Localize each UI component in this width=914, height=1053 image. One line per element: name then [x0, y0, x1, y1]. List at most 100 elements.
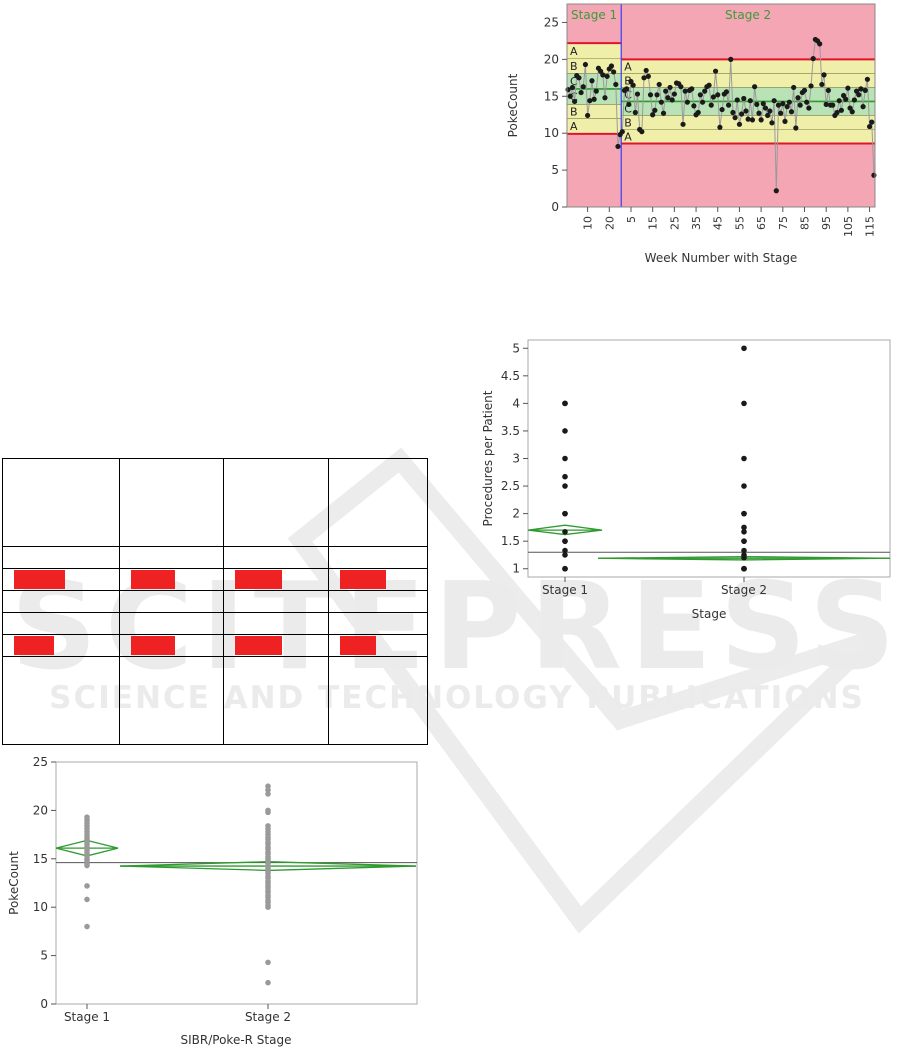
data-point: [719, 106, 725, 113]
table-row: [2, 546, 428, 569]
data-point: [797, 102, 803, 108]
data-point: [562, 538, 568, 544]
table-cell: [118, 458, 225, 547]
data-point: [788, 109, 795, 115]
data-point: [611, 69, 617, 75]
data-point: [864, 76, 871, 82]
y-tick-label: 3: [512, 452, 520, 466]
data-point: [84, 896, 90, 903]
table-cell: [328, 546, 428, 569]
data-point: [843, 96, 849, 102]
data-point: [856, 92, 862, 98]
data-point: [660, 110, 667, 116]
data-point: [741, 455, 747, 462]
x-tick-label: Stage 2: [721, 583, 767, 597]
y-tick-label: 10: [33, 900, 48, 914]
data-point: [684, 99, 690, 105]
data-point: [663, 88, 669, 94]
table-cell: [223, 568, 330, 591]
table-row: [2, 568, 428, 591]
data-point: [265, 783, 271, 789]
data-point: [756, 110, 762, 116]
table-cell: [328, 568, 428, 591]
table-cell: [2, 568, 120, 591]
data-point: [830, 102, 836, 108]
y-tick-label: 2: [512, 507, 520, 521]
x-tick-label: Stage 1: [64, 1010, 110, 1024]
x-tick-label: 15: [647, 216, 660, 230]
data-point: [784, 104, 790, 110]
data-point: [767, 108, 773, 114]
data-point: [825, 87, 831, 93]
data-point: [823, 101, 829, 107]
data-point: [780, 101, 786, 107]
data-point: [849, 109, 855, 115]
data-point: [858, 86, 864, 92]
data-point: [671, 91, 677, 97]
data-point: [808, 83, 814, 89]
y-tick-label: 2.5: [501, 479, 520, 493]
table-cell: [2, 590, 120, 613]
y-tick-label: 20: [544, 52, 559, 66]
data-table: [2, 458, 428, 745]
data-point: [665, 95, 671, 101]
table-cell: [223, 656, 330, 745]
data-point: [589, 78, 595, 84]
data-point: [604, 73, 610, 79]
y-axis-label: PokeCount: [7, 851, 21, 915]
zone-label: A: [624, 60, 632, 73]
data-point: [265, 809, 271, 816]
data-point: [741, 483, 747, 489]
table-row: [2, 634, 428, 657]
x-tick-label: 115: [864, 216, 877, 237]
x-tick-label: 45: [712, 216, 725, 230]
data-point: [819, 81, 825, 88]
x-tick-label: 10: [582, 216, 595, 230]
data-point: [871, 172, 877, 178]
data-point: [743, 108, 749, 114]
data-point: [630, 82, 636, 88]
data-point: [771, 98, 777, 104]
zone-label: B: [624, 74, 632, 87]
data-point: [619, 129, 625, 135]
table-row: [2, 656, 428, 745]
data-point: [810, 56, 816, 62]
data-point: [580, 84, 586, 90]
data-point: [782, 118, 788, 124]
data-point: [571, 98, 578, 105]
data-point: [728, 56, 734, 62]
y-tick-label: 5: [512, 341, 520, 355]
y-tick-label: 1.5: [501, 534, 520, 548]
data-point: [730, 109, 736, 116]
data-point: [587, 98, 593, 104]
y-tick-label: 0: [551, 200, 559, 214]
y-tick-label: 5: [551, 163, 559, 177]
table-cell: [328, 656, 428, 745]
x-tick-label: Stage 2: [245, 1010, 291, 1024]
y-tick-label: 25: [544, 15, 559, 29]
x-tick-label: Stage 1: [542, 583, 588, 597]
data-point: [578, 89, 584, 96]
data-point: [866, 123, 873, 130]
data-point: [613, 81, 619, 88]
data-point: [749, 117, 756, 123]
data-point: [582, 61, 589, 68]
data-point: [84, 883, 90, 889]
data-point: [778, 110, 784, 116]
data-point: [567, 93, 573, 99]
data-point: [695, 109, 701, 116]
data-point: [869, 119, 875, 125]
data-point: [710, 94, 717, 100]
data-point: [84, 862, 90, 869]
x-axis-label: Week Number with Stage: [645, 251, 798, 265]
y-tick-label: 25: [33, 755, 48, 769]
table-cell: [118, 656, 225, 745]
data-point: [741, 400, 747, 407]
data-point: [643, 67, 649, 74]
data-point: [736, 121, 743, 127]
data-point: [741, 547, 747, 554]
data-point: [860, 104, 866, 110]
data-point: [765, 112, 771, 119]
data-point: [680, 121, 686, 127]
pokecount-stage-chart: 0 5 10 15 20 25 Stage 1 Stage 2 SIBR/Poke-R Stag…: [7, 755, 418, 1047]
